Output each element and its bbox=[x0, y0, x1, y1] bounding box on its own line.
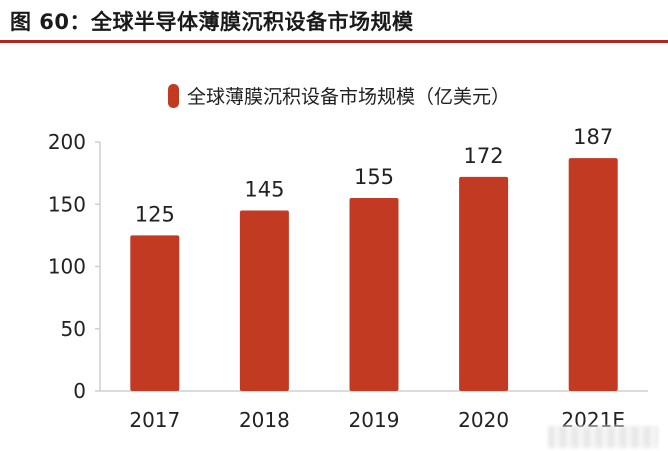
y-tick-label: 0 bbox=[73, 379, 86, 403]
bar-2017 bbox=[130, 235, 180, 391]
title-divider bbox=[0, 40, 668, 43]
x-tick-label-2017: 2017 bbox=[129, 408, 180, 432]
legend-swatch bbox=[168, 83, 179, 108]
data-label-2020: 172 bbox=[464, 144, 504, 168]
figure-title: 图 60：全球半导体薄膜沉积设备市场规模 bbox=[10, 10, 414, 34]
y-tick-label: 100 bbox=[48, 255, 86, 279]
data-label-2017: 125 bbox=[135, 202, 175, 226]
bar-2019 bbox=[349, 198, 399, 391]
y-tick-label: 150 bbox=[48, 192, 86, 216]
x-tick-label-2020: 2020 bbox=[458, 408, 509, 432]
x-tick-label-2019: 2019 bbox=[349, 408, 400, 432]
y-tick-label: 200 bbox=[48, 130, 86, 154]
figure-header: 图 60：全球半导体薄膜沉积设备市场规模 bbox=[0, 0, 668, 40]
watermark bbox=[548, 426, 658, 448]
bar-2020 bbox=[459, 176, 509, 391]
data-label-2019: 155 bbox=[354, 165, 394, 189]
x-tick-label-2018: 2018 bbox=[239, 408, 290, 432]
bar-2021E bbox=[568, 158, 618, 391]
chart-legend: 全球薄膜沉积设备市场规模（亿美元） bbox=[168, 82, 510, 109]
data-label-2021E: 187 bbox=[573, 125, 613, 149]
bar-2018 bbox=[239, 210, 289, 391]
data-label-2018: 145 bbox=[244, 177, 284, 201]
legend-label: 全球薄膜沉积设备市场规模（亿美元） bbox=[187, 86, 511, 108]
y-tick-label: 50 bbox=[61, 317, 86, 341]
